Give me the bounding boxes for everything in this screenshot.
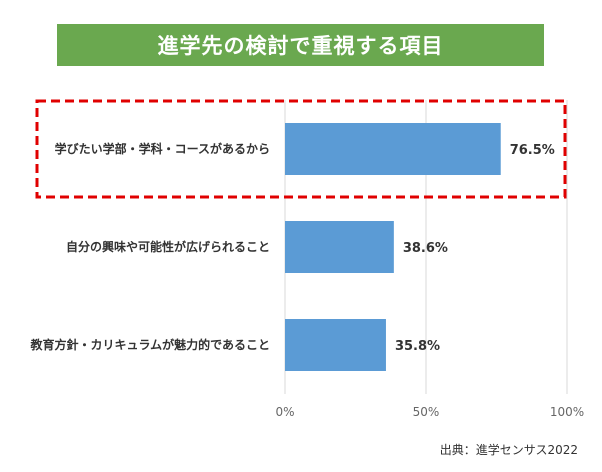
category-label: 自分の興味や可能性が広げられること: [66, 239, 270, 254]
data-label: 35.8%: [395, 339, 440, 354]
x-tick-label: 50%: [413, 405, 440, 419]
chart-title: 進学先の検討で重視する項目: [57, 24, 544, 66]
highlight-box: [35, 99, 567, 199]
data-label: 38.6%: [403, 241, 448, 256]
x-tick-label: 0%: [275, 405, 294, 419]
data-label: 76.5%: [510, 143, 555, 158]
bar: [285, 221, 394, 273]
bar: [285, 123, 501, 175]
bar: [285, 319, 386, 371]
category-label: 教育方針・カリキュラムが魅力的であること: [29, 337, 270, 352]
source-note: 出典：進学センサス2022: [439, 443, 578, 457]
x-tick-label: 100%: [550, 405, 584, 419]
category-label: 学びたい学部・学科・コースがあるから: [55, 141, 270, 156]
